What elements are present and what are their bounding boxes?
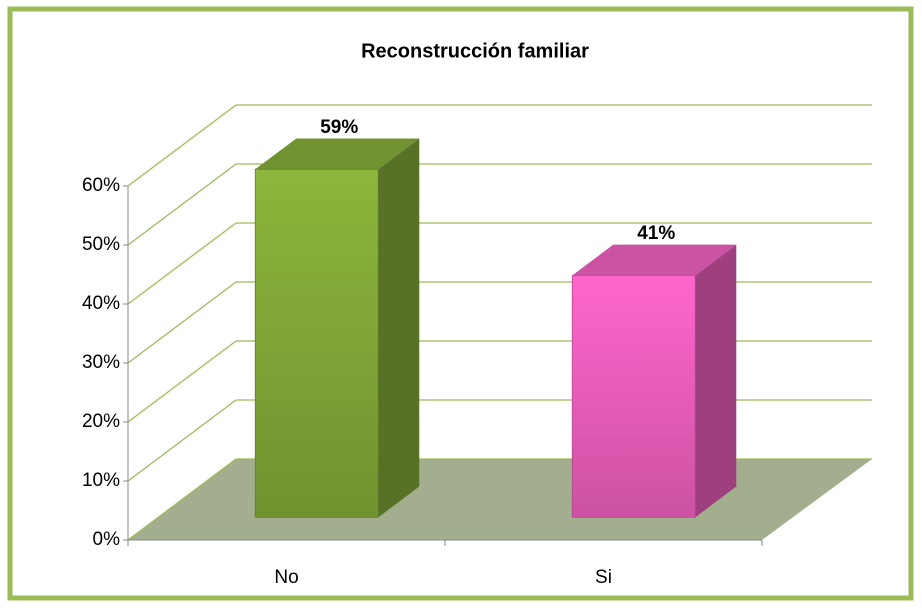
bar-side xyxy=(378,138,420,518)
bar xyxy=(571,275,696,518)
x-tick-label: Si xyxy=(595,567,612,588)
bar-top xyxy=(572,244,737,276)
grid-line xyxy=(127,458,237,541)
y-tick-label: 10% xyxy=(82,470,120,491)
chart-title: Reconstrucción familiar xyxy=(361,40,589,62)
grid-line xyxy=(127,104,237,187)
grid-line xyxy=(127,163,237,246)
y-tick-label: 40% xyxy=(82,293,120,314)
grid-line xyxy=(127,222,237,305)
grid-line xyxy=(127,340,237,423)
bar-side xyxy=(695,244,737,518)
bar xyxy=(254,168,379,518)
y-tick-label: 60% xyxy=(82,175,120,196)
data-label: 59% xyxy=(320,117,358,138)
y-tick-label: 0% xyxy=(93,529,121,550)
x-tick-label: No xyxy=(274,567,298,588)
bar-top xyxy=(255,138,420,170)
floor xyxy=(128,459,872,540)
grid-line xyxy=(127,399,237,482)
y-tick-label: 30% xyxy=(82,352,120,373)
y-tick-label: 20% xyxy=(82,411,120,432)
data-label: 41% xyxy=(637,223,675,244)
y-tick-label: 50% xyxy=(82,234,120,255)
grid-line xyxy=(127,281,237,364)
